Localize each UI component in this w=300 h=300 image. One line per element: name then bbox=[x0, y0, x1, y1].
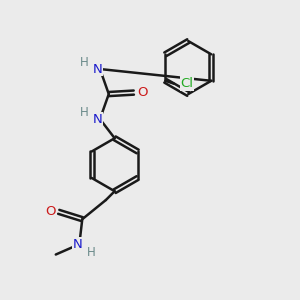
Text: N: N bbox=[93, 112, 103, 126]
Text: N: N bbox=[73, 238, 83, 251]
Text: H: H bbox=[80, 56, 89, 69]
Text: O: O bbox=[45, 205, 56, 218]
Text: N: N bbox=[93, 62, 103, 76]
Text: O: O bbox=[137, 86, 147, 99]
Text: Cl: Cl bbox=[180, 77, 193, 90]
Text: H: H bbox=[80, 106, 89, 119]
Text: H: H bbox=[87, 246, 96, 259]
